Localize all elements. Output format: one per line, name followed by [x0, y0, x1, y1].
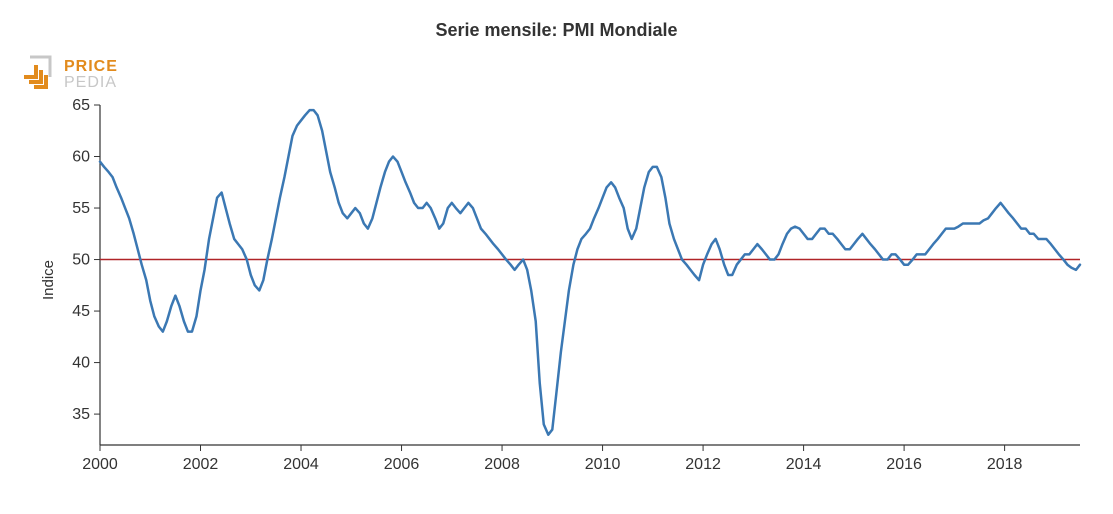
x-tick-label: 2014: [786, 456, 822, 473]
x-tick-label: 2018: [987, 456, 1023, 473]
y-tick-label: 50: [72, 252, 90, 269]
x-tick-label: 2006: [384, 456, 420, 473]
x-tick-label: 2002: [183, 456, 219, 473]
y-tick-label: 60: [72, 149, 90, 166]
x-tick-label: 2004: [283, 456, 319, 473]
chart-plot: 35 40 45 50 55 60 65 2000 2002 2004 2006 2008 2010 20…: [0, 0, 1113, 514]
x-tick-label: 2000: [82, 456, 118, 473]
series-line: [100, 110, 1080, 435]
y-tick-label: 35: [72, 406, 90, 423]
x-tick-label: 2008: [484, 456, 520, 473]
x-tick-label: 2010: [585, 456, 621, 473]
y-tick-label: 55: [72, 200, 90, 217]
x-tick-label: 2012: [685, 456, 721, 473]
y-tick-label: 65: [72, 97, 90, 114]
x-tick-label: 2016: [886, 456, 922, 473]
y-tick-label: 45: [72, 303, 90, 320]
y-tick-label: 40: [72, 355, 90, 372]
chart-container: Serie mensile: PMI Mondiale PRICE PEDIA …: [0, 0, 1113, 514]
